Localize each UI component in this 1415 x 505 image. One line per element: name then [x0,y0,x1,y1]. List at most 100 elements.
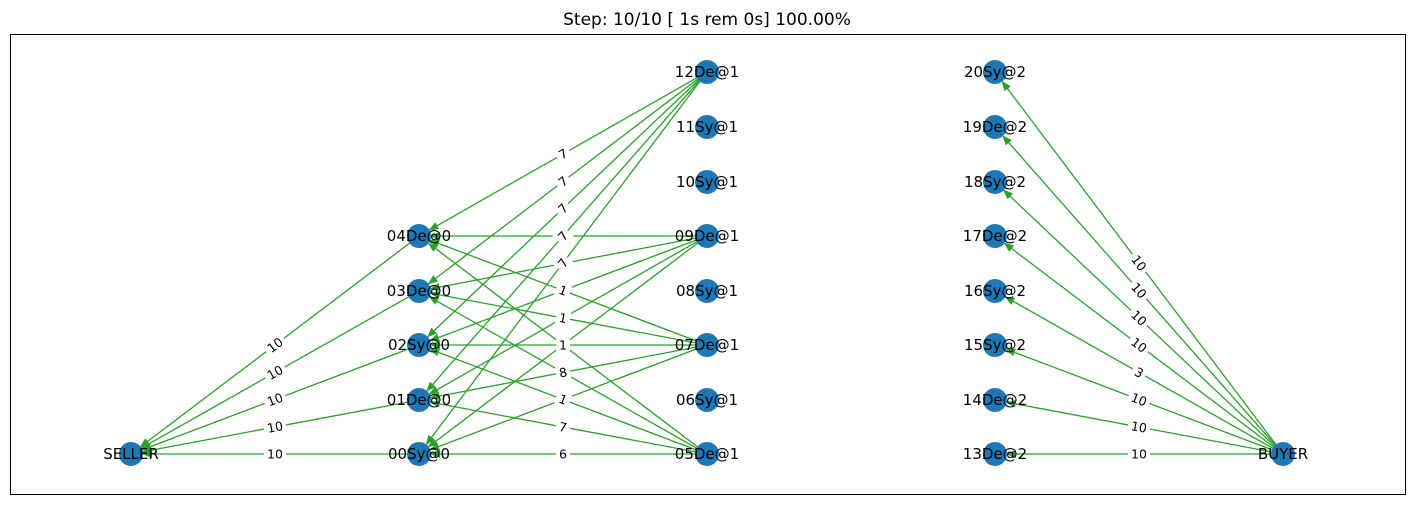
edge-label-background [1128,446,1150,462]
edge-label: 7 [552,252,574,274]
edge-label: 8 [554,363,572,382]
edge-label: 10 [264,446,286,462]
node-15 [983,333,1007,357]
node-07 [695,333,719,357]
node-label: SELLER [103,445,159,463]
node-label: 11Sy@1 [676,118,738,136]
edge-label-background [1125,331,1153,359]
node-11 [695,115,719,139]
edge-label-background [553,280,573,301]
edge-label: 10 [261,360,289,385]
node-04 [407,224,431,248]
node-01 [407,388,431,412]
edge-label-text: 10 [265,390,285,410]
edge-label: 7 [554,417,572,437]
edge-label: 10 [1125,276,1153,305]
node-label: 16Sy@2 [964,282,1026,300]
edge-label-background [1125,276,1153,305]
node-label: 02Sy@0 [388,336,450,354]
node-label: 20Sy@2 [964,63,1026,81]
node-label: 06Sy@1 [676,391,738,409]
edge-label-background [552,170,574,193]
edge-label: 10 [1126,417,1152,437]
edge-label: 10 [1125,249,1153,277]
edge-label-text: 10 [266,418,284,436]
edge-label-background [1125,388,1153,411]
edge-label: 3 [1128,362,1150,383]
edge-label-text: 10 [1129,390,1149,410]
node-label: 07De@1 [675,336,739,354]
node-label: 15Sy@2 [964,336,1026,354]
node-label: 00Sy@0 [388,445,450,463]
edge-label-background [264,446,286,462]
edge-label: 7 [552,225,574,247]
node-label: 12De@1 [675,63,739,81]
node-12 [695,60,719,84]
node-09 [695,224,719,248]
node-label: 09De@1 [675,227,739,245]
edge-label-text: 8 [558,364,569,380]
edge-label: 10 [261,331,289,359]
edge-label: 7 [552,197,574,220]
node-10 [695,170,719,194]
edge-label-text: 10 [1130,418,1148,436]
node-02 [407,333,431,357]
edge-label: 10 [261,388,289,411]
edge-label-background [1125,304,1153,332]
node-16 [983,279,1007,303]
node-06 [695,388,719,412]
node-label: 13De@2 [963,445,1027,463]
edge-label-background [552,143,574,165]
node-label: 14De@2 [963,391,1027,409]
node-19 [983,115,1007,139]
edge-label: 6 [556,446,570,462]
edge-label-background [1128,362,1150,383]
node-label: 18Sy@2 [964,173,1026,191]
node-buyer [1271,442,1295,466]
chart-title: Step: 10/10 [ 1s rem 0s] 100.00% [563,10,851,30]
edge-label: 1 [553,280,573,301]
edge-label-background [261,331,289,359]
edge-label: 10 [262,417,288,437]
edge-label-background [552,225,574,247]
node-14 [983,388,1007,412]
edge-label: 10 [1125,331,1153,359]
node-label: BUYER [1258,445,1308,463]
node-03 [407,279,431,303]
edge-label-background [1125,249,1153,277]
node-05 [695,442,719,466]
nodes-layer: SELLER 00Sy@0 01De@0 02Sy@0 03De@0 04De@0 05De… [103,60,1308,466]
node-08 [695,279,719,303]
edge-label-text: 6 [559,447,567,462]
edge-label: 1 [556,337,570,353]
edge-label: 1 [553,389,573,410]
edge-label-background [1126,417,1152,437]
edge-label-background [261,388,289,411]
edge-label: 10 [1128,446,1150,462]
plot-frame [10,34,1406,495]
edge-label-text: 7 [558,419,569,435]
edge-label-background [553,389,573,410]
node-13 [983,442,1007,466]
node-seller [119,442,143,466]
edge-label-background [552,252,574,274]
node-label: 10Sy@1 [676,173,738,191]
edge-label-background [261,360,289,385]
node-20 [983,60,1007,84]
edge-label-text: 10 [264,362,285,383]
edge-label-text: 1 [558,310,569,326]
node-label: 05De@1 [675,445,739,463]
edge-label: 10 [1125,388,1153,411]
edge-label: 1 [554,308,572,328]
node-label: 08Sy@1 [676,282,738,300]
edge-label-text: 10 [267,447,283,462]
node-18 [983,170,1007,194]
node-label: 03De@0 [387,282,451,300]
node-00 [407,442,431,466]
edge-label-background [262,417,288,437]
edge-label-background [554,308,572,328]
edge-label-text: 1 [559,338,567,353]
node-label: 04De@0 [387,227,451,245]
